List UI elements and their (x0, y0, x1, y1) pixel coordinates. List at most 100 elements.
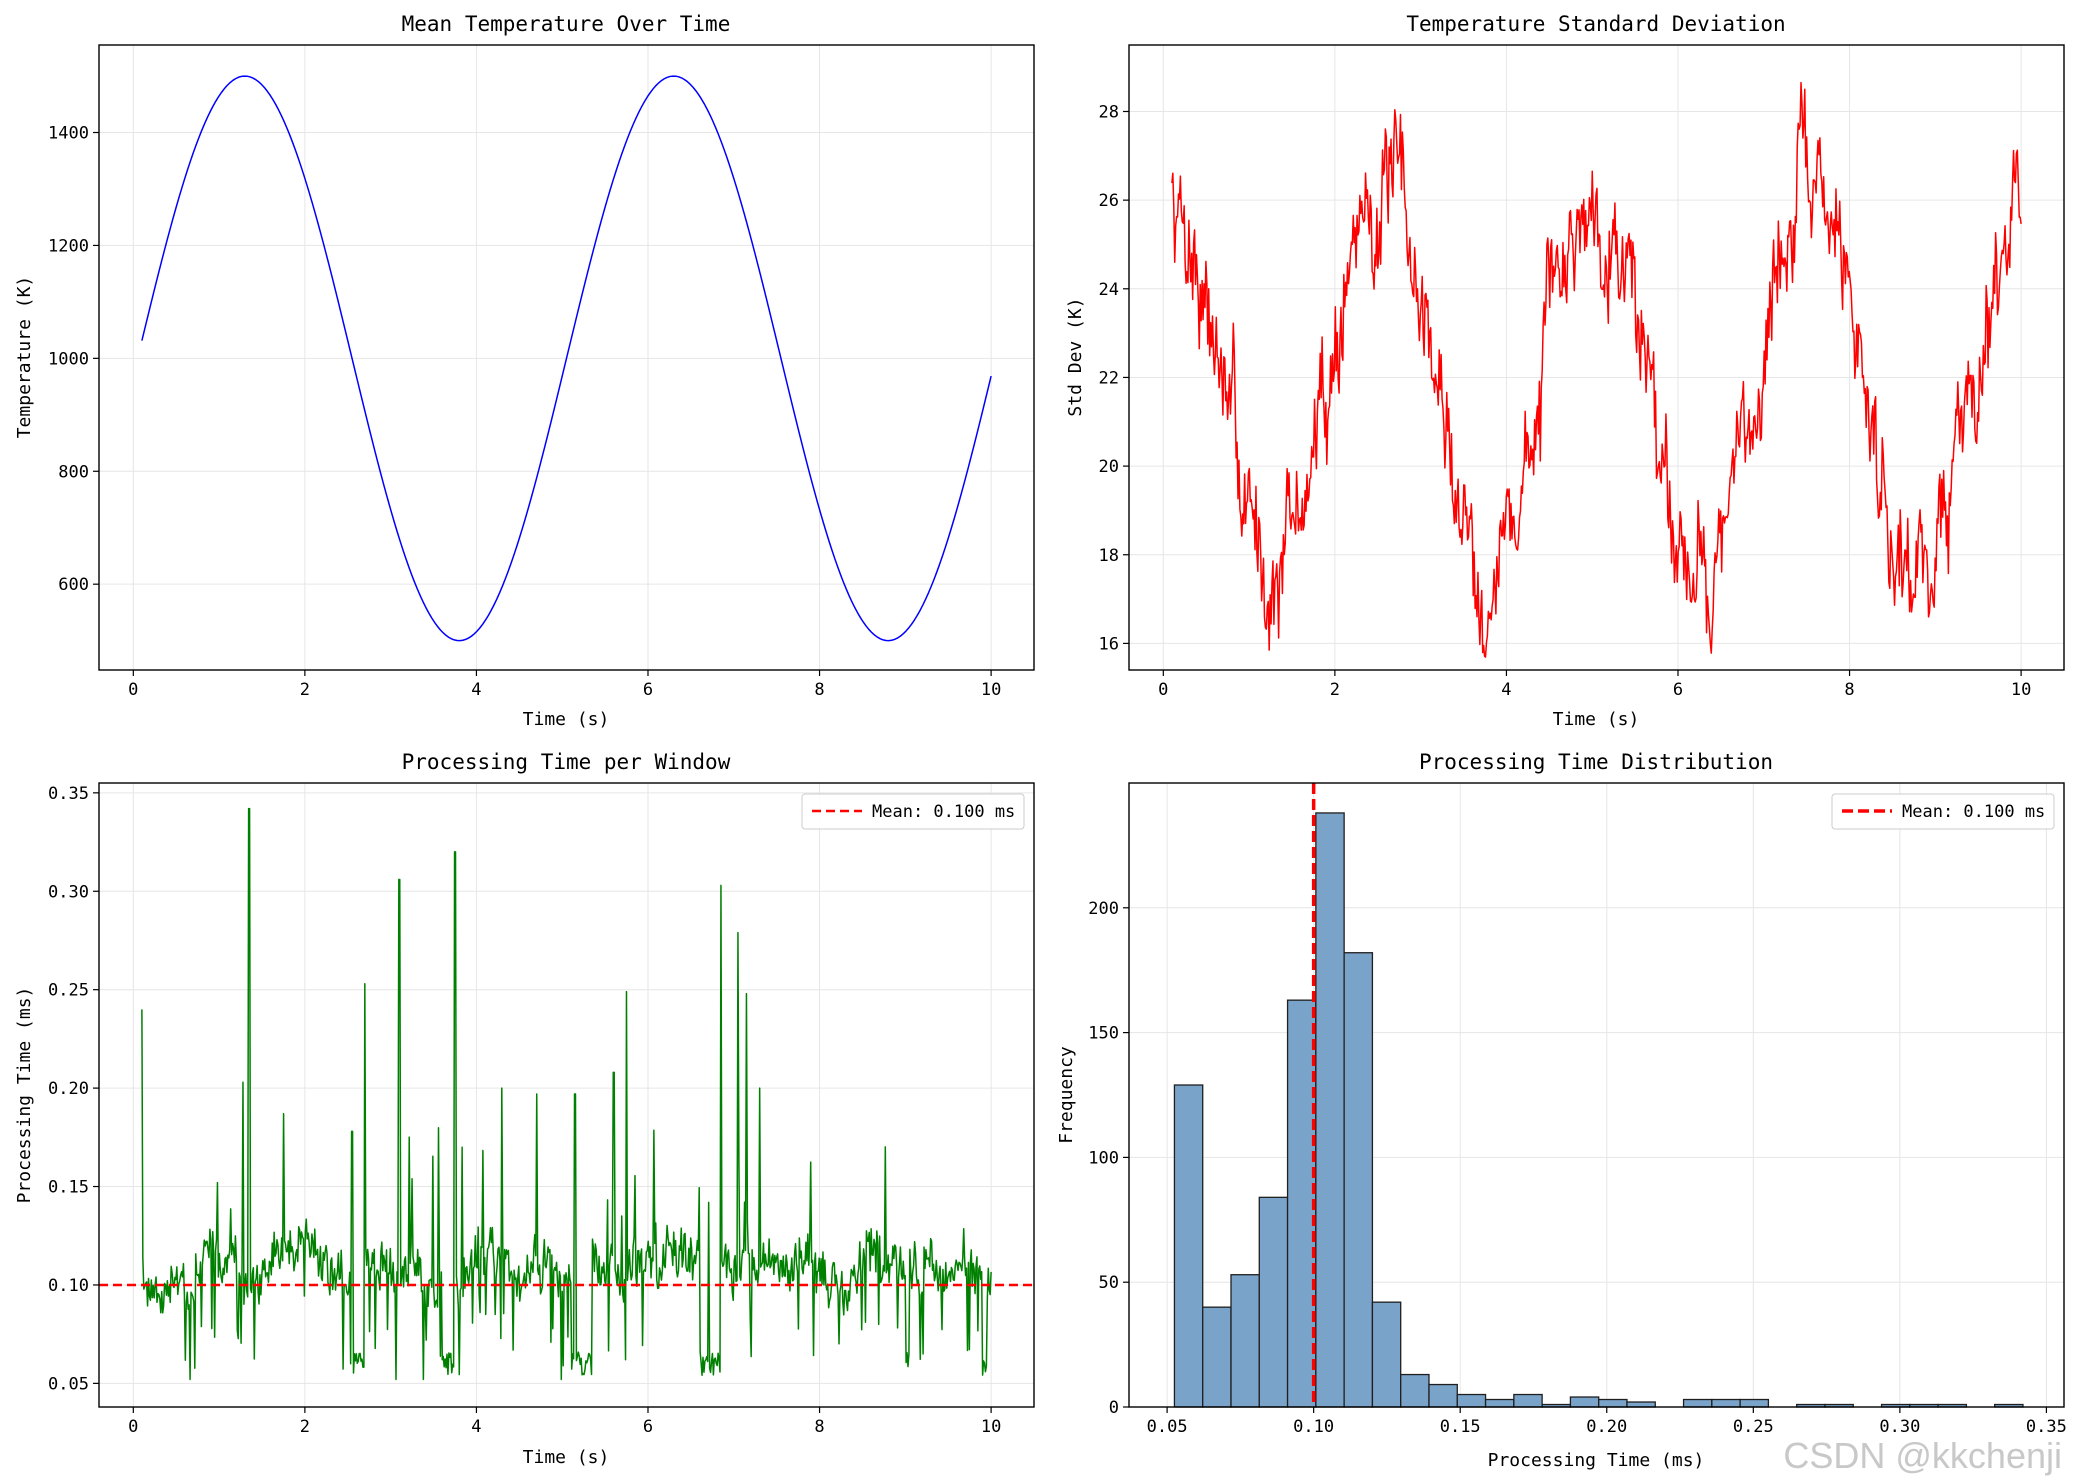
ax3-ticks: 0 2 4 6 8 10 0.05 0.10 0.15 0.20 0.25 0.30 0.35 (48, 784, 1001, 1437)
ax2-series-line (1171, 81, 2022, 658)
ax2-ytick-label: 24 (1099, 280, 1119, 300)
ax1-ticks: 0 2 4 6 8 10 600 800 1000 1200 1400 (48, 124, 1001, 700)
ax4-hist-bar (1428, 1383, 1458, 1408)
ax4-ylabel: Frequency (1056, 1046, 1077, 1144)
ax1-frame (98, 44, 1035, 671)
ax1-xtick-label: 6 (643, 680, 653, 700)
ax3-ytick-label: 0.15 (48, 1178, 89, 1198)
ax2-ylabel: Std Dev (K) (1065, 297, 1086, 416)
ax1-title: Mean Temperature Over Time (402, 12, 731, 36)
ax4-xtick-label: 0.10 (1293, 1417, 1334, 1437)
ax2-xtick-label: 8 (1844, 680, 1854, 700)
ax4-ytick-label: 0 (1109, 1398, 1119, 1418)
ax3-ytick-label: 0.20 (48, 1079, 89, 1099)
ax4-hist-bar (1315, 812, 1345, 1408)
ax4-hist-bar (1371, 1301, 1402, 1408)
ax1-series-line (141, 75, 992, 642)
ax4-xtick-label: 0.15 (1440, 1417, 1481, 1437)
ax4-hist-bar (1739, 1398, 1770, 1408)
ax1-xtick-label: 10 (981, 680, 1001, 700)
ax3-title: Processing Time per Window (402, 750, 731, 774)
ax4-xtick-label: 0.20 (1586, 1417, 1627, 1437)
ax1-ytick-label: 1000 (48, 349, 89, 369)
ax4-hist-bar (1343, 952, 1374, 1408)
ax2-ytick-label: 22 (1099, 368, 1119, 388)
ax4-hist-bar (1569, 1396, 1600, 1408)
ax4-ytick-label: 200 (1088, 899, 1119, 919)
ax3-series-line (141, 807, 992, 1381)
watermark: CSDN @kkchenji (1783, 1435, 2062, 1476)
ax4-xtick-label: 0.05 (1147, 1417, 1188, 1437)
ax2-xtick-label: 10 (2011, 680, 2031, 700)
ax4-hist-bar (1456, 1393, 1487, 1408)
ax3-plot-area (99, 807, 1034, 1381)
ax4-plot-area (1173, 783, 2024, 1408)
ax3-xtick-label: 10 (981, 1417, 1001, 1437)
ax4-ticks: 0.05 0.10 0.15 0.20 0.25 0.30 0.35 0 50 100 150 200 (1088, 899, 2067, 1437)
subplot-temperature-std: Temperature Standard Deviation 0 2 4 6 8 1016… (1065, 12, 2065, 730)
ax4-hist-bar (1400, 1373, 1430, 1408)
ax4-hist-bar (1598, 1398, 1628, 1408)
ax2-xlabel: Time (s) (1553, 709, 1640, 730)
ax4-ytick-label: 150 (1088, 1024, 1119, 1044)
ax4-xlabel: Processing Time (ms) (1488, 1450, 1705, 1471)
ax4-hist-bar (1513, 1393, 1543, 1408)
ax4-hist-bar (1626, 1401, 1656, 1408)
ax3-xtick-label: 4 (471, 1417, 481, 1437)
ax3-frame (98, 782, 1035, 1408)
ax1-xtick-label: 8 (814, 680, 824, 700)
ax4-legend: Mean: 0.100 ms (1831, 793, 2055, 830)
ax1-ytick-label: 800 (58, 462, 89, 482)
ax3-xlabel: Time (s) (523, 1447, 610, 1468)
ax2-ytick-label: 20 (1099, 457, 1119, 477)
ax2-ytick-label: 28 (1099, 102, 1119, 122)
ax2-xtick-label: 6 (1673, 680, 1683, 700)
ax2-xtick-label: 2 (1330, 680, 1340, 700)
ax4-ytick-label: 100 (1088, 1148, 1119, 1168)
ax4-xtick-label: 0.30 (1879, 1417, 1920, 1437)
ax3-legend-box (801, 793, 1025, 830)
ax1-xtick-label: 2 (300, 680, 310, 700)
ax3-ytick-label: 0.10 (48, 1276, 89, 1296)
ax3-ytick-label: 0.30 (48, 882, 89, 902)
ax4-hist-bar (1711, 1398, 1741, 1408)
ax4-ytick-label: 50 (1099, 1273, 1119, 1293)
ax4-title: Processing Time Distribution (1419, 750, 1773, 774)
ax4-hist-bar (1230, 1274, 1260, 1408)
ax3-ytick-label: 0.05 (48, 1374, 89, 1394)
ax1-plot-area (141, 75, 992, 642)
subplot-processing-time: Processing Time per Window 0 2 4 6 8 10 0.05 0.… (14, 750, 1035, 1468)
ax3-xtick-label: 8 (814, 1417, 824, 1437)
ax1-xlabel: Time (s) (523, 709, 610, 730)
ax4-frame (1128, 782, 2065, 1408)
ax4-hist-bar (1202, 1306, 1232, 1408)
ax2-ytick-label: 18 (1099, 546, 1119, 566)
ax1-ylabel: Temperature (K) (14, 276, 35, 439)
ax2-frame (1128, 44, 2065, 671)
ax3-ytick-label: 0.35 (48, 784, 89, 804)
ax3-legend-label: Mean: 0.100 ms (872, 802, 1015, 822)
ax1-xtick-label: 4 (471, 680, 481, 700)
ax1-ytick-label: 600 (58, 575, 89, 595)
ax1-ytick-label: 1400 (48, 124, 89, 144)
ax4-hist-bar (1682, 1398, 1713, 1408)
subplot-processing-distribution: Processing Time Distribution 0.05 0.10 0.1… (1056, 750, 2067, 1471)
ax4-hist-bar (1484, 1398, 1515, 1408)
ax2-ytick-label: 16 (1099, 634, 1119, 654)
ax2-plot-area (1171, 81, 2022, 658)
ax4-legend-box (1831, 793, 2055, 830)
ax2-ytick-label: 26 (1099, 191, 1119, 211)
ax4-hist-bar (1286, 999, 1317, 1408)
ax2-title: Temperature Standard Deviation (1406, 12, 1785, 36)
ax3-ylabel: Processing Time (ms) (14, 987, 35, 1204)
ax4-xtick-label: 0.35 (2026, 1417, 2067, 1437)
ax3-xtick-label: 2 (300, 1417, 310, 1437)
ax1-xtick-label: 0 (128, 680, 138, 700)
ax1-grid (99, 45, 1034, 670)
ax1-ytick-label: 1200 (48, 236, 89, 256)
subplot-mean-temperature: Mean Temperature Over Time 0 2 4 6 8 10 600 800… (14, 12, 1035, 730)
ax3-legend: Mean: 0.100 ms (801, 793, 1025, 830)
